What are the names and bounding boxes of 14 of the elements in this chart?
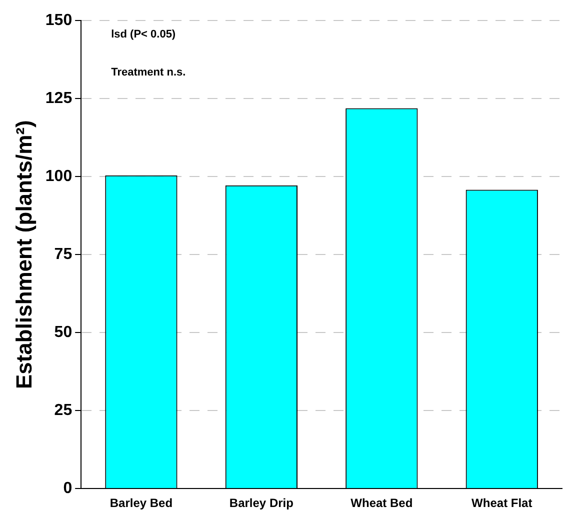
annotation: lsd (P< 0.05) <box>111 28 176 41</box>
y-tick-label: 100 <box>45 168 72 186</box>
x-tick-label: Wheat Bed <box>350 496 413 510</box>
y-tick-label: 75 <box>54 246 72 264</box>
y-axis-title: Establishment (plants/m²) <box>11 120 36 390</box>
annotation: Treatment n.s. <box>111 66 186 79</box>
y-tick-label: 150 <box>45 12 72 30</box>
y-tick-label: 125 <box>45 90 72 108</box>
x-tick-label: Barley Drip <box>229 496 294 510</box>
y-tick-label: 50 <box>54 324 72 342</box>
y-tick-label: 25 <box>54 402 72 420</box>
x-tick-label: Barley Bed <box>110 496 173 510</box>
x-tick-label: Wheat Flat <box>472 496 532 510</box>
y-tick-label: 0 <box>63 480 72 498</box>
